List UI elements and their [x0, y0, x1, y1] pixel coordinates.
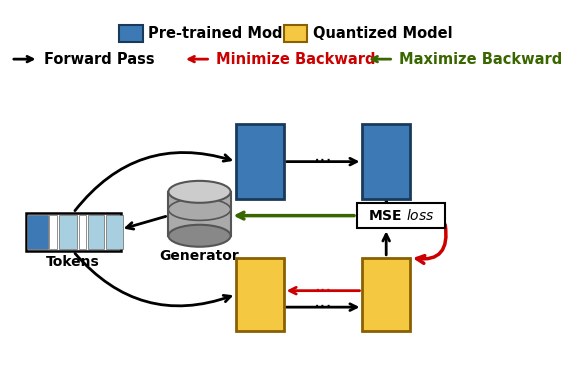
FancyBboxPatch shape [119, 25, 143, 42]
FancyBboxPatch shape [363, 124, 410, 199]
FancyBboxPatch shape [363, 258, 410, 331]
FancyBboxPatch shape [27, 215, 48, 250]
FancyBboxPatch shape [283, 25, 307, 42]
FancyArrowPatch shape [286, 158, 357, 165]
FancyArrowPatch shape [383, 193, 389, 202]
FancyArrowPatch shape [383, 234, 389, 255]
FancyArrowPatch shape [417, 225, 446, 263]
FancyBboxPatch shape [236, 258, 283, 331]
Text: MSE $\mathit{loss}$: MSE $\mathit{loss}$ [367, 208, 434, 223]
FancyBboxPatch shape [49, 215, 56, 250]
Ellipse shape [168, 225, 230, 247]
Text: Generator: Generator [159, 249, 239, 263]
Ellipse shape [168, 198, 230, 220]
Text: ···: ··· [314, 152, 332, 171]
FancyArrowPatch shape [75, 152, 230, 211]
Text: Tokens: Tokens [47, 255, 100, 269]
FancyBboxPatch shape [106, 215, 123, 250]
FancyArrowPatch shape [126, 216, 166, 229]
Text: Minimize Backward: Minimize Backward [216, 52, 375, 66]
FancyBboxPatch shape [59, 215, 77, 250]
Ellipse shape [168, 181, 230, 203]
FancyArrowPatch shape [237, 212, 354, 219]
Polygon shape [168, 192, 230, 236]
FancyBboxPatch shape [236, 124, 283, 199]
Text: Pre-trained Model: Pre-trained Model [148, 26, 298, 41]
FancyArrowPatch shape [290, 287, 360, 294]
FancyArrowPatch shape [75, 253, 230, 306]
Text: Forward Pass: Forward Pass [44, 52, 155, 66]
FancyBboxPatch shape [26, 213, 121, 251]
FancyArrowPatch shape [189, 56, 208, 62]
FancyBboxPatch shape [357, 203, 445, 228]
Text: Quantized Model: Quantized Model [313, 26, 453, 41]
FancyArrowPatch shape [372, 56, 391, 62]
Text: Maximize Backward: Maximize Backward [399, 52, 562, 66]
FancyBboxPatch shape [79, 215, 86, 250]
Text: ···: ··· [314, 298, 332, 317]
FancyArrowPatch shape [286, 304, 357, 310]
FancyBboxPatch shape [88, 215, 104, 250]
FancyArrowPatch shape [14, 56, 33, 62]
Text: ···: ··· [314, 282, 332, 300]
